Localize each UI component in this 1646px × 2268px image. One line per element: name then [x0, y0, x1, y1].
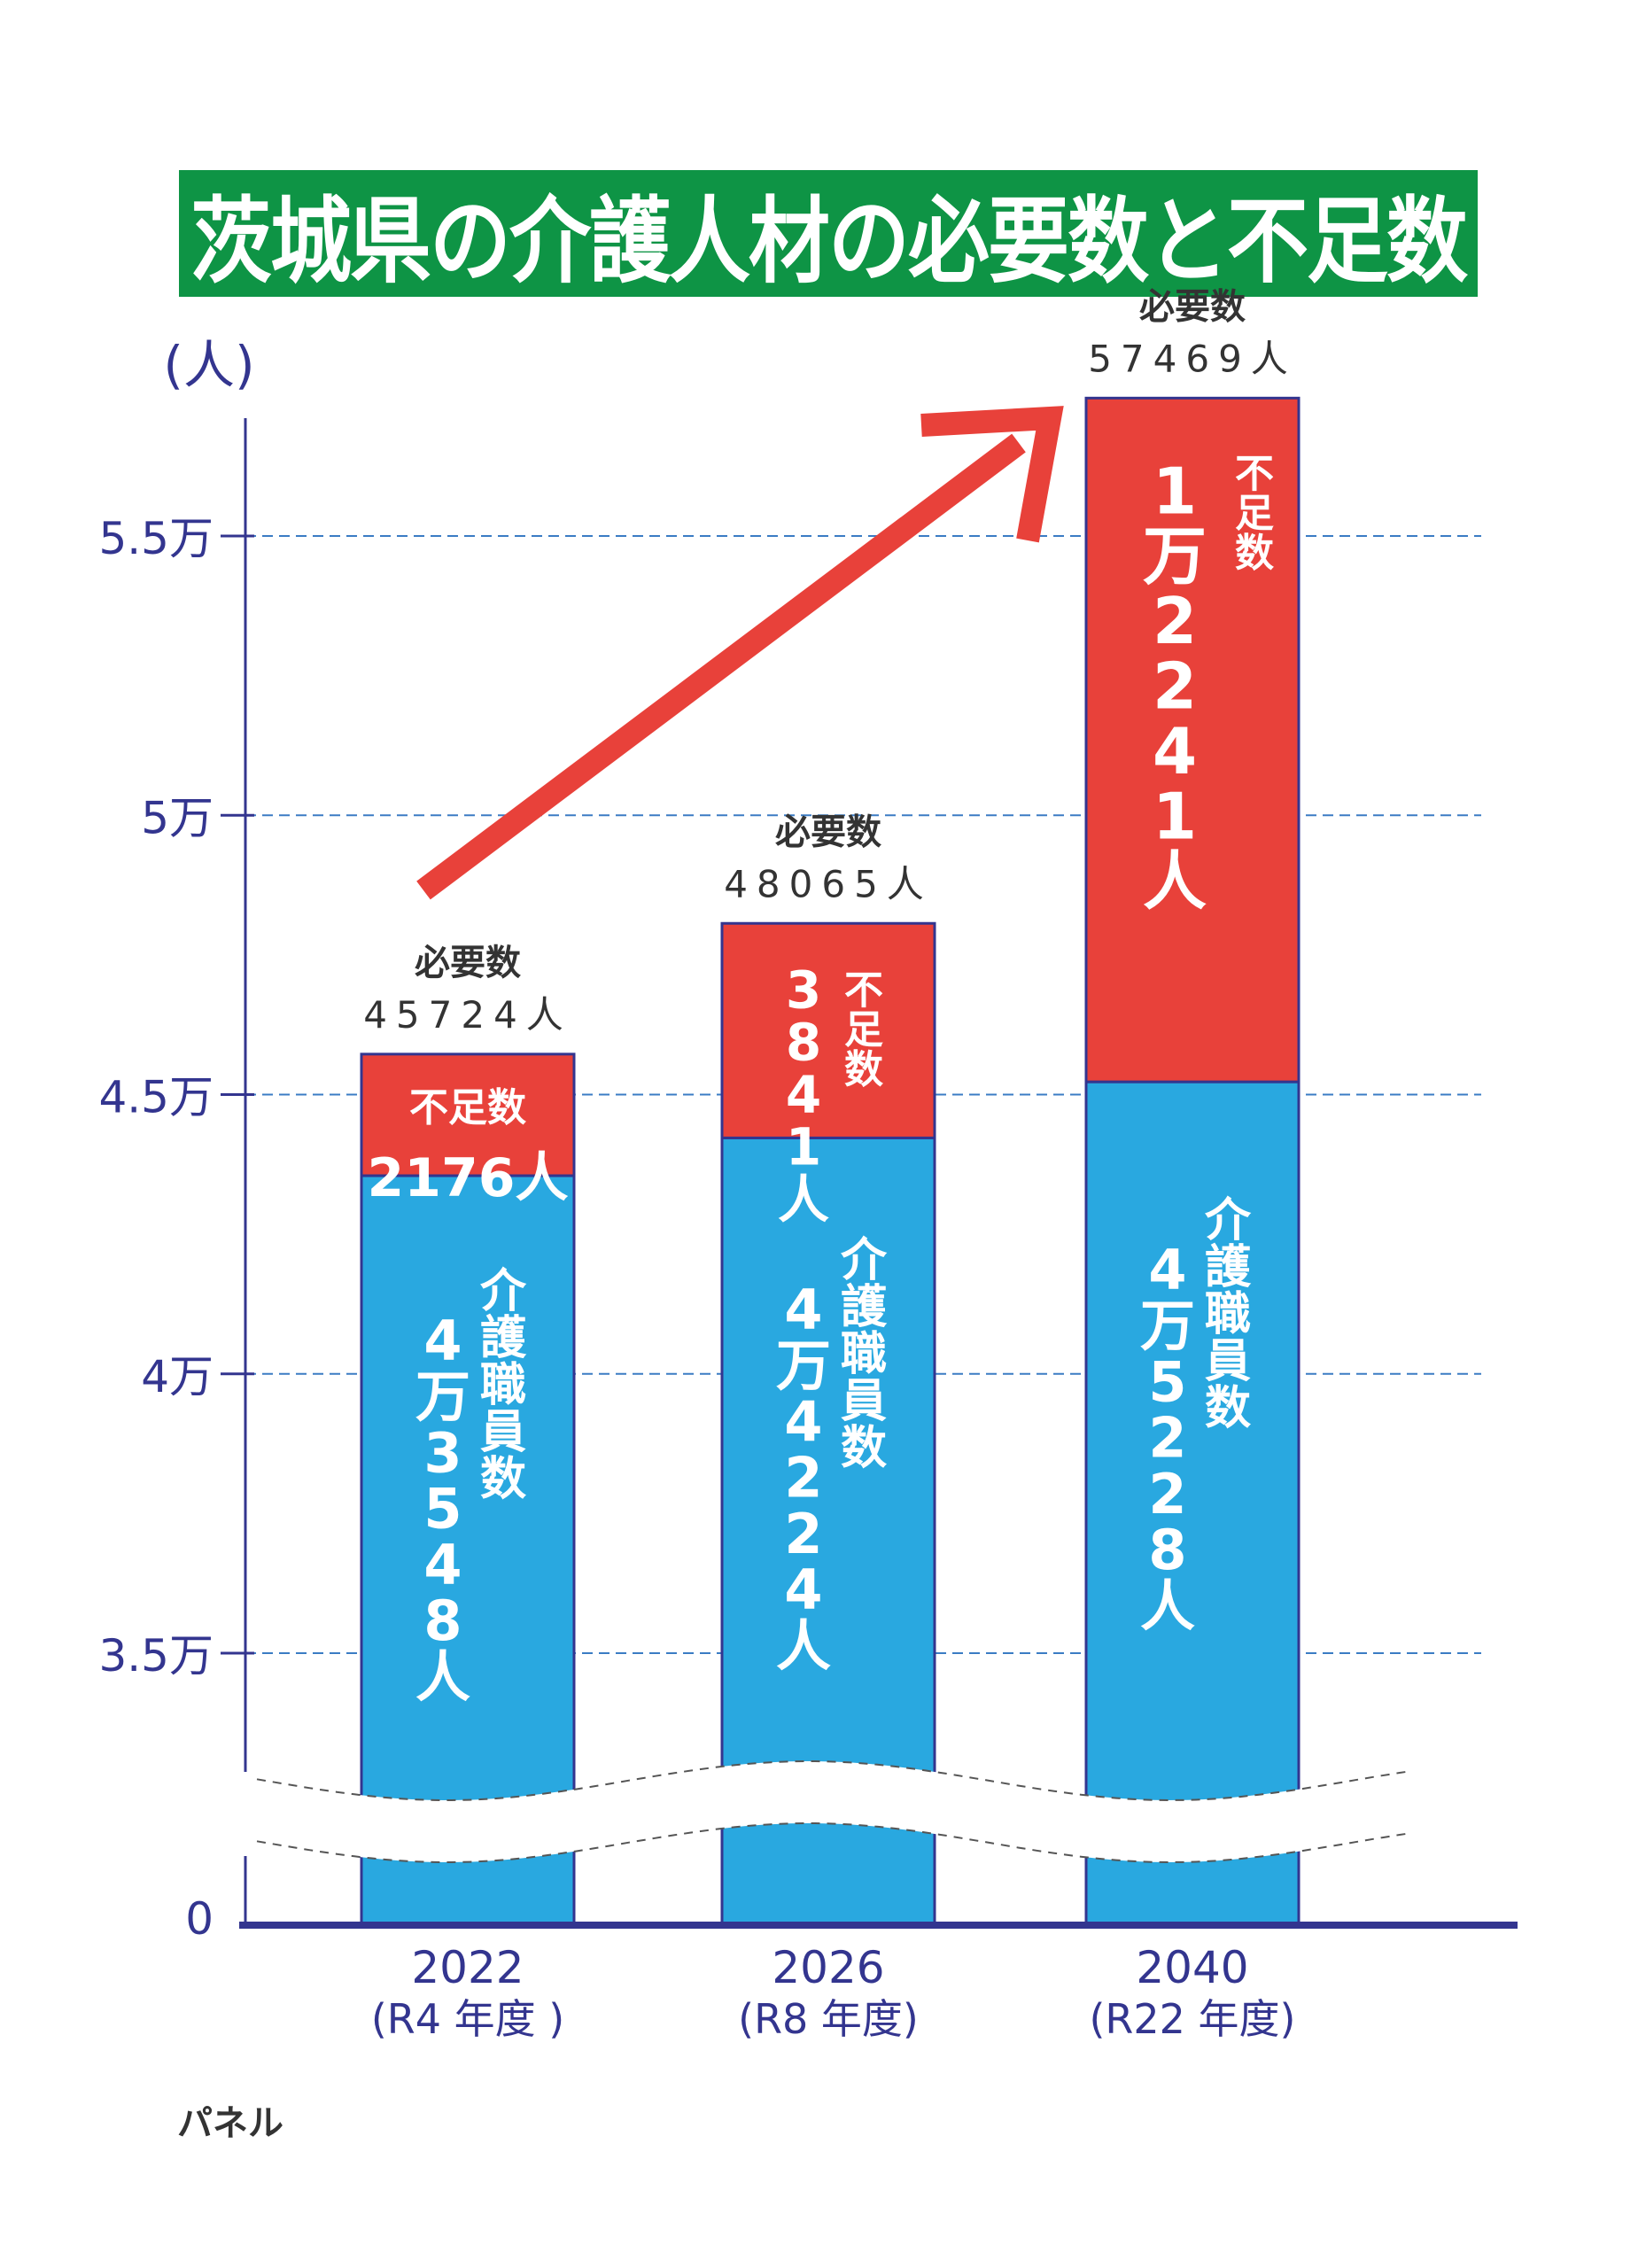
y-tick-label: 0 — [185, 1893, 214, 1945]
shortage-series-label: 不足数 — [409, 1085, 526, 1130]
shortage-series-label: 不 — [1235, 451, 1274, 496]
staff-value-label: 2 — [784, 1446, 822, 1511]
shortage-value-label: 1 — [1153, 780, 1197, 854]
bars: 介護職員数4万3548人不足数2176人介護職員数4万4224人不足数3841人… — [360, 396, 1300, 1927]
staff-value-label: 8 — [423, 1588, 462, 1653]
x-tick-fiscal: (R22 年度) — [1089, 1995, 1295, 2043]
staff-series-label: 員 — [480, 1406, 526, 1459]
trend-arrow — [416, 406, 1064, 900]
shortage-value-label: 8 — [786, 1012, 821, 1072]
staff-series-label: 職 — [1205, 1288, 1251, 1341]
shortage-value-label: 4 — [786, 1065, 821, 1125]
staff-series-label: 介 — [1205, 1194, 1252, 1247]
staff-value-label: 4 — [423, 1309, 462, 1373]
staff-series-label: 員 — [1205, 1335, 1251, 1388]
total-series-label: 必要数 — [1139, 286, 1246, 327]
bar-shortage — [720, 921, 936, 1139]
staff-value-label: 万 — [1140, 1293, 1195, 1358]
x-tick-year: 2022 — [411, 1942, 524, 1993]
staff-series-label: 護 — [1205, 1241, 1252, 1294]
x-tick-year: 2040 — [1136, 1942, 1248, 1993]
shortage-value-label: 3 — [786, 959, 821, 1020]
staff-series-label: 数 — [1205, 1382, 1251, 1435]
staff-value-label: 4 — [1148, 1238, 1186, 1302]
bar-shortage — [1084, 396, 1300, 1084]
staff-value-label: 2 — [1148, 1406, 1186, 1471]
shortage-value-label: 1 — [786, 1117, 821, 1177]
axis-break — [248, 1760, 1417, 1864]
staff-value-label: 4 — [784, 1278, 822, 1342]
staff-series-label: 護 — [480, 1312, 527, 1365]
staff-series-label: 員 — [841, 1375, 887, 1428]
staff-value-label: 8 — [1148, 1518, 1186, 1582]
staff-value-label: 2 — [1148, 1462, 1186, 1526]
axis-break-line — [256, 1822, 1409, 1864]
staff-series-label: 職 — [480, 1359, 526, 1412]
y-tick-label: 4.5万 — [98, 1072, 214, 1123]
staff-series-label: 職 — [841, 1328, 887, 1381]
shortage-series-label: 数 — [844, 1047, 883, 1092]
staff-value-label: 4 — [784, 1557, 822, 1622]
chart-title-banner: 茨城県の介護人材の必要数と不足数 — [179, 170, 1478, 297]
staff-value-label: 5 — [1148, 1349, 1186, 1414]
shortage-value-label: 人 — [1143, 844, 1207, 919]
chart-title: 茨城県の介護人材の必要数と不足数 — [190, 187, 1468, 297]
x-tick-fiscal: (R8 年度) — [738, 1995, 919, 2043]
trend-arrow-shaft — [416, 433, 1026, 900]
total-value-label: 57469人 — [1088, 337, 1297, 380]
total-series-label: 必要数 — [415, 943, 521, 983]
shortage-value-label: 2 — [1153, 584, 1197, 658]
shortage-value-label: 2176人 — [368, 1147, 569, 1209]
y-tick-label: 4万 — [141, 1351, 214, 1402]
x-tick-year: 2026 — [772, 1942, 884, 1993]
axes — [239, 418, 1518, 1929]
shortage-series-label: 数 — [1235, 531, 1274, 576]
y-tick-label: 5万 — [141, 792, 214, 843]
trend-arrow-head — [920, 406, 1064, 543]
staff-series-label: 護 — [841, 1281, 888, 1334]
staff-value-label: 人 — [415, 1644, 470, 1709]
y-tick-label: 3.5万 — [98, 1630, 214, 1682]
staff-value-label: 人 — [1140, 1573, 1195, 1638]
staff-series-label: 数 — [841, 1422, 887, 1475]
total-value-label: 45724人 — [363, 993, 572, 1037]
staff-value-label: 2 — [784, 1502, 822, 1566]
shortage-value-label: 4 — [1153, 714, 1197, 788]
staff-value-label: 5 — [423, 1477, 462, 1542]
x-tick-fiscal: (R4 年度 ) — [371, 1995, 564, 2043]
staff-value-label: 4 — [784, 1389, 822, 1454]
staff-series-label: 介 — [480, 1265, 527, 1318]
shortage-value-label: 人 — [778, 1169, 829, 1230]
shortage-series-label: 足 — [844, 1007, 883, 1052]
total-series-label: 必要数 — [775, 812, 881, 852]
footer-label: パネル — [177, 2103, 283, 2144]
staff-series-label: 介 — [841, 1234, 888, 1287]
axis-break-band — [248, 1761, 1417, 1862]
shortage-series-label: 不 — [844, 967, 883, 1013]
staff-value-label: 3 — [423, 1420, 462, 1485]
shortage-value-label: 1 — [1153, 454, 1197, 528]
staff-series-label: 数 — [480, 1453, 526, 1506]
x-axis-labels: 2022(R4 年度 ) 2026(R8 年度) 2040(R22 年度) — [371, 1942, 1296, 2043]
y-tick-label: 5.5万 — [98, 513, 214, 564]
staff-value-label: 4 — [423, 1533, 462, 1597]
bar-shortage — [360, 1052, 576, 1177]
staff-value-label: 万 — [776, 1333, 831, 1398]
y-axis-unit-label: (人) — [163, 335, 254, 395]
staff-value-label: 万 — [415, 1364, 470, 1429]
shortage-value-label: 万 — [1143, 519, 1207, 594]
staff-value-label: 人 — [776, 1613, 831, 1678]
shortage-value-label: 2 — [1153, 649, 1197, 724]
total-value-label: 48065人 — [724, 862, 933, 905]
y-axis-ticks: 0 3.5万 4万 4.5万 5万 5.5万 — [98, 513, 254, 1945]
shortage-series-label: 足 — [1235, 491, 1274, 536]
axis-break-line — [256, 1760, 1409, 1802]
